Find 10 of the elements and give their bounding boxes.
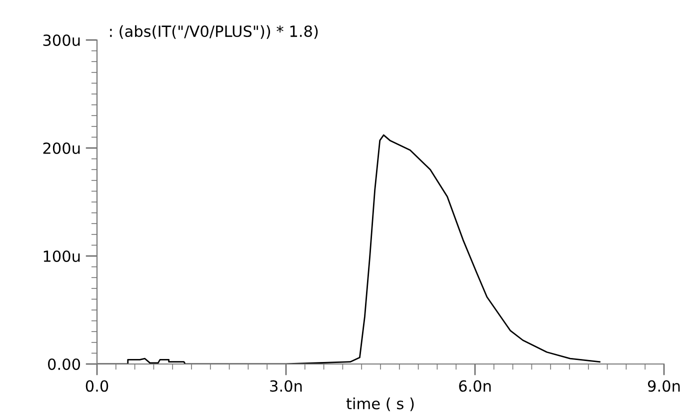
x-tick-label: 9.0n: [648, 380, 680, 392]
x-tick-label: 0.0: [86, 380, 108, 392]
y-tick-label: 300u: [43, 34, 80, 46]
x-tick-label: 3.0n: [270, 380, 302, 392]
x-tick-label: 6.0n: [459, 380, 491, 392]
y-tick-label: 200u: [43, 142, 80, 154]
y-tick-label: 0.00: [48, 358, 80, 370]
x-axis-title: time ( s ): [346, 398, 414, 412]
y-tick-label: 100u: [44, 250, 80, 262]
chart-title: : (abs(IT("/V0/PLUS")) * 1.8): [110, 25, 318, 39]
